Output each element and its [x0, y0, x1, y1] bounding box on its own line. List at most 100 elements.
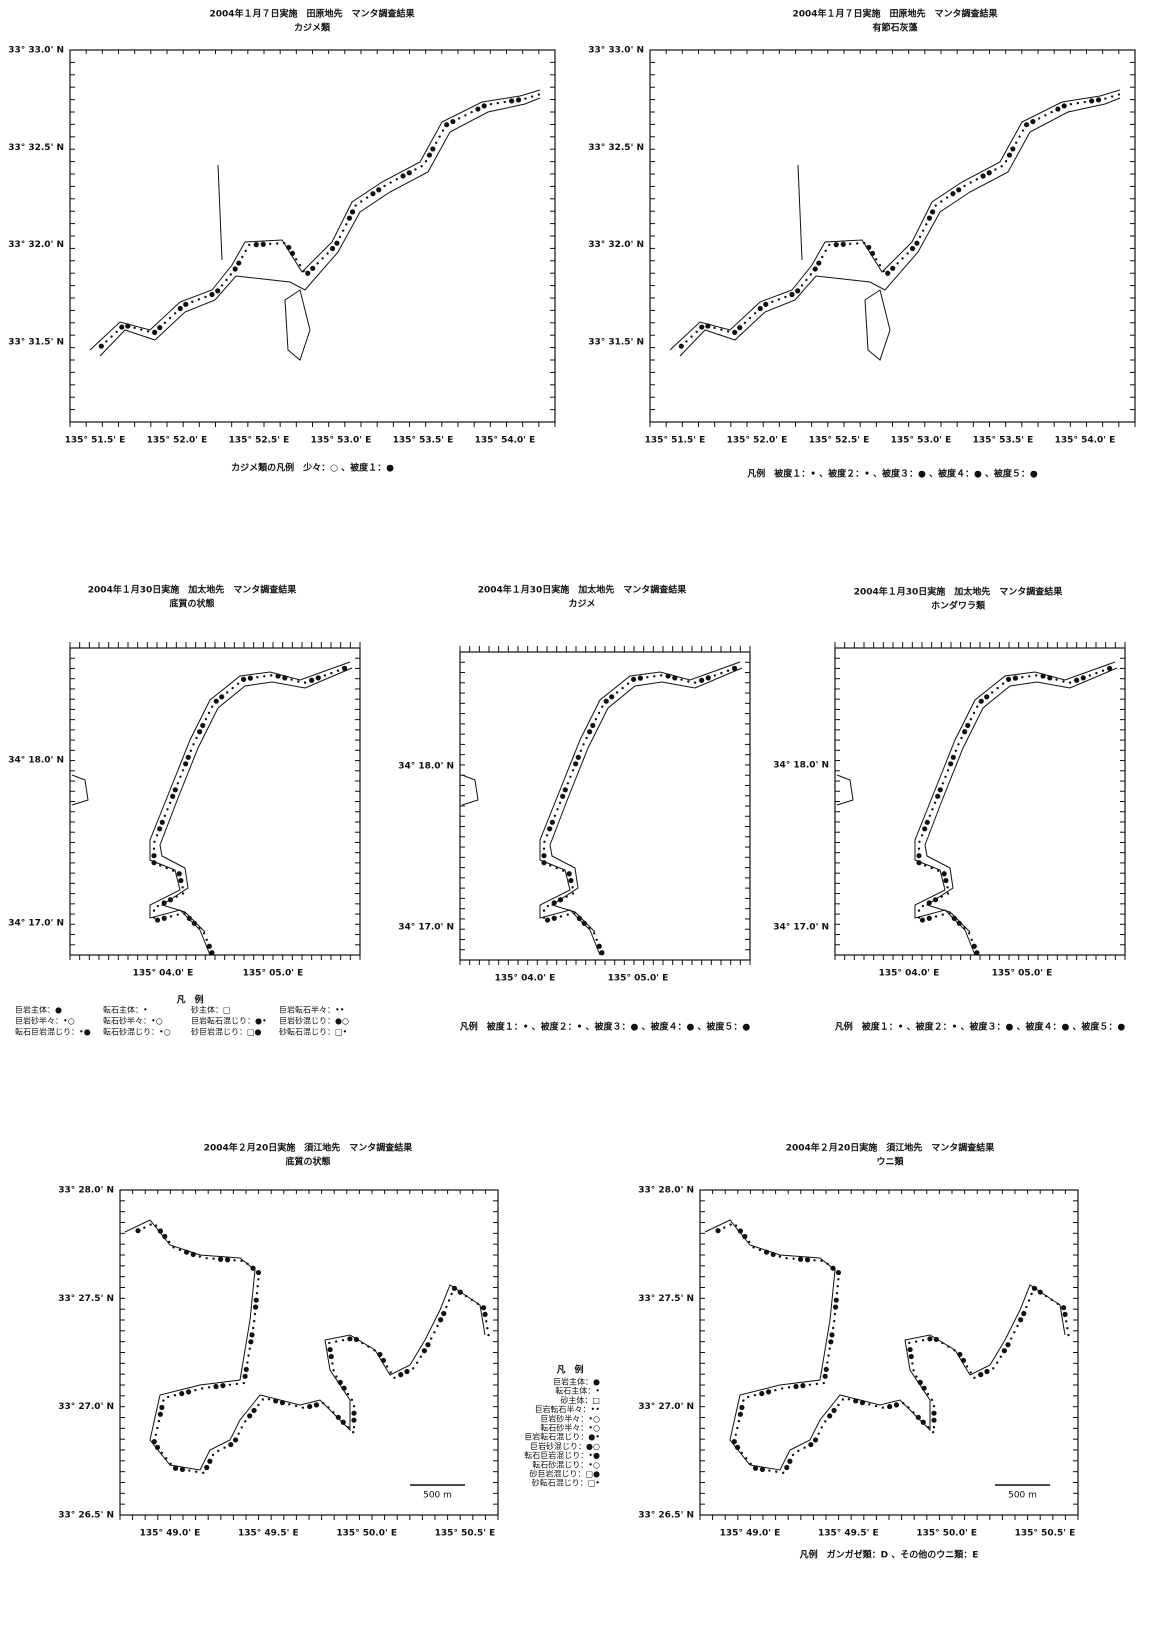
- survey-point: [932, 1426, 936, 1429]
- survey-point: [777, 298, 781, 301]
- survey-point: [305, 270, 311, 276]
- survey-point: [530, 95, 534, 98]
- survey-point: [957, 1351, 963, 1358]
- survey-point: [1095, 97, 1102, 103]
- survey-point: [996, 686, 999, 690]
- coastline: [149, 661, 351, 956]
- legend-item: 巨岩転石混じり：●•: [524, 1432, 600, 1442]
- survey-point: [172, 869, 175, 872]
- survey-point: [183, 912, 186, 915]
- survey-point: [827, 1354, 830, 1357]
- survey-point: [209, 950, 215, 956]
- survey-point: [787, 1458, 793, 1464]
- survey-point: [279, 1400, 286, 1406]
- survey-point: [1013, 1331, 1016, 1334]
- legend: カジメ類の凡例 少々：○ 、被度１：●: [231, 462, 394, 474]
- survey-point: [430, 1337, 433, 1340]
- survey-point: [575, 754, 581, 760]
- survey-point: [549, 864, 552, 867]
- coastline: [679, 97, 1121, 361]
- survey-point: [833, 1297, 839, 1303]
- survey-point: [185, 754, 191, 760]
- legend-item: 砂主体：□: [560, 1395, 600, 1405]
- survey-point: [856, 242, 859, 245]
- legend-item: 巨岩砂混じり：●○: [530, 1441, 600, 1451]
- survey-point: [919, 917, 926, 923]
- survey-point: [248, 1339, 254, 1345]
- survey-point: [209, 291, 215, 298]
- survey-point: [836, 1285, 839, 1288]
- map-subtitle: ホンダワラ類: [931, 600, 986, 612]
- survey-point: [252, 1319, 256, 1323]
- survey-point: [826, 1361, 829, 1364]
- survey-point: [555, 866, 558, 870]
- survey-point: [824, 1420, 827, 1423]
- survey-point: [242, 1381, 245, 1385]
- survey-point: [599, 950, 605, 956]
- survey-point: [242, 1373, 248, 1379]
- lon-label: 135° 50.0' E: [336, 1529, 397, 1539]
- survey-point: [105, 340, 108, 343]
- survey-point: [784, 295, 787, 299]
- survey-point: [256, 676, 259, 679]
- survey-point: [734, 1444, 741, 1450]
- survey-point: [778, 1255, 782, 1258]
- survey-point: [441, 1310, 447, 1317]
- survey-point: [424, 160, 428, 163]
- survey-point: [475, 106, 481, 112]
- survey-point: [476, 1302, 479, 1306]
- lon-label: 135° 50.5' E: [1015, 1529, 1076, 1539]
- legend-item: 転石砂半々：•○: [103, 1016, 163, 1026]
- survey-point: [415, 1361, 419, 1364]
- legend-item: 砂主体：□: [191, 1005, 231, 1015]
- survey-point: [1001, 1348, 1007, 1354]
- survey-point: [933, 801, 937, 804]
- survey-point: [338, 235, 342, 239]
- lon-label: 135° 49.0' E: [720, 1529, 781, 1539]
- coastline: [89, 89, 541, 351]
- survey-point: [815, 1382, 819, 1386]
- survey-point: [713, 326, 716, 330]
- survey-point: [929, 209, 936, 215]
- lat-label: 33° 31.5' N: [588, 338, 644, 348]
- survey-point: [980, 173, 986, 179]
- survey-point: [847, 1398, 851, 1401]
- survey-point: [1030, 1292, 1033, 1296]
- survey-point: [198, 1255, 202, 1258]
- survey-point: [917, 909, 921, 912]
- survey-point: [893, 1402, 900, 1408]
- lat-label: 34° 17.0' N: [773, 923, 829, 933]
- survey-point: [480, 1305, 487, 1311]
- survey-point: [917, 916, 921, 919]
- survey-point: [1062, 680, 1065, 683]
- survey-point: [154, 1433, 158, 1436]
- lat-label: 33° 28.0' N: [638, 1186, 694, 1196]
- survey-point: [896, 262, 899, 265]
- survey-point: [197, 298, 201, 301]
- legend-item: 砂巨岩混じり：□●: [191, 1027, 262, 1037]
- survey-point: [220, 1383, 226, 1389]
- survey-point: [169, 1462, 172, 1465]
- survey-point: [367, 1345, 370, 1348]
- survey-point: [972, 711, 976, 715]
- lat-label: 33° 27.0' N: [58, 1402, 114, 1412]
- survey-point: [720, 671, 723, 675]
- coastline: [71, 667, 353, 933]
- survey-point: [110, 335, 113, 338]
- survey-point: [257, 1403, 260, 1407]
- survey-point: [232, 1437, 239, 1443]
- survey-point: [715, 1228, 721, 1234]
- coastline: [669, 89, 1121, 351]
- survey-point: [301, 1406, 305, 1409]
- survey-point: [596, 943, 602, 949]
- survey-point: [426, 152, 433, 158]
- survey-point: [487, 1333, 490, 1337]
- survey-point: [228, 1441, 234, 1448]
- survey-point: [334, 240, 340, 246]
- survey-point: [805, 278, 808, 282]
- survey-point: [162, 1233, 168, 1240]
- survey-point: [185, 1389, 192, 1395]
- survey-point: [240, 676, 247, 682]
- legend-item: 転石砂混じり：•○: [103, 1027, 171, 1037]
